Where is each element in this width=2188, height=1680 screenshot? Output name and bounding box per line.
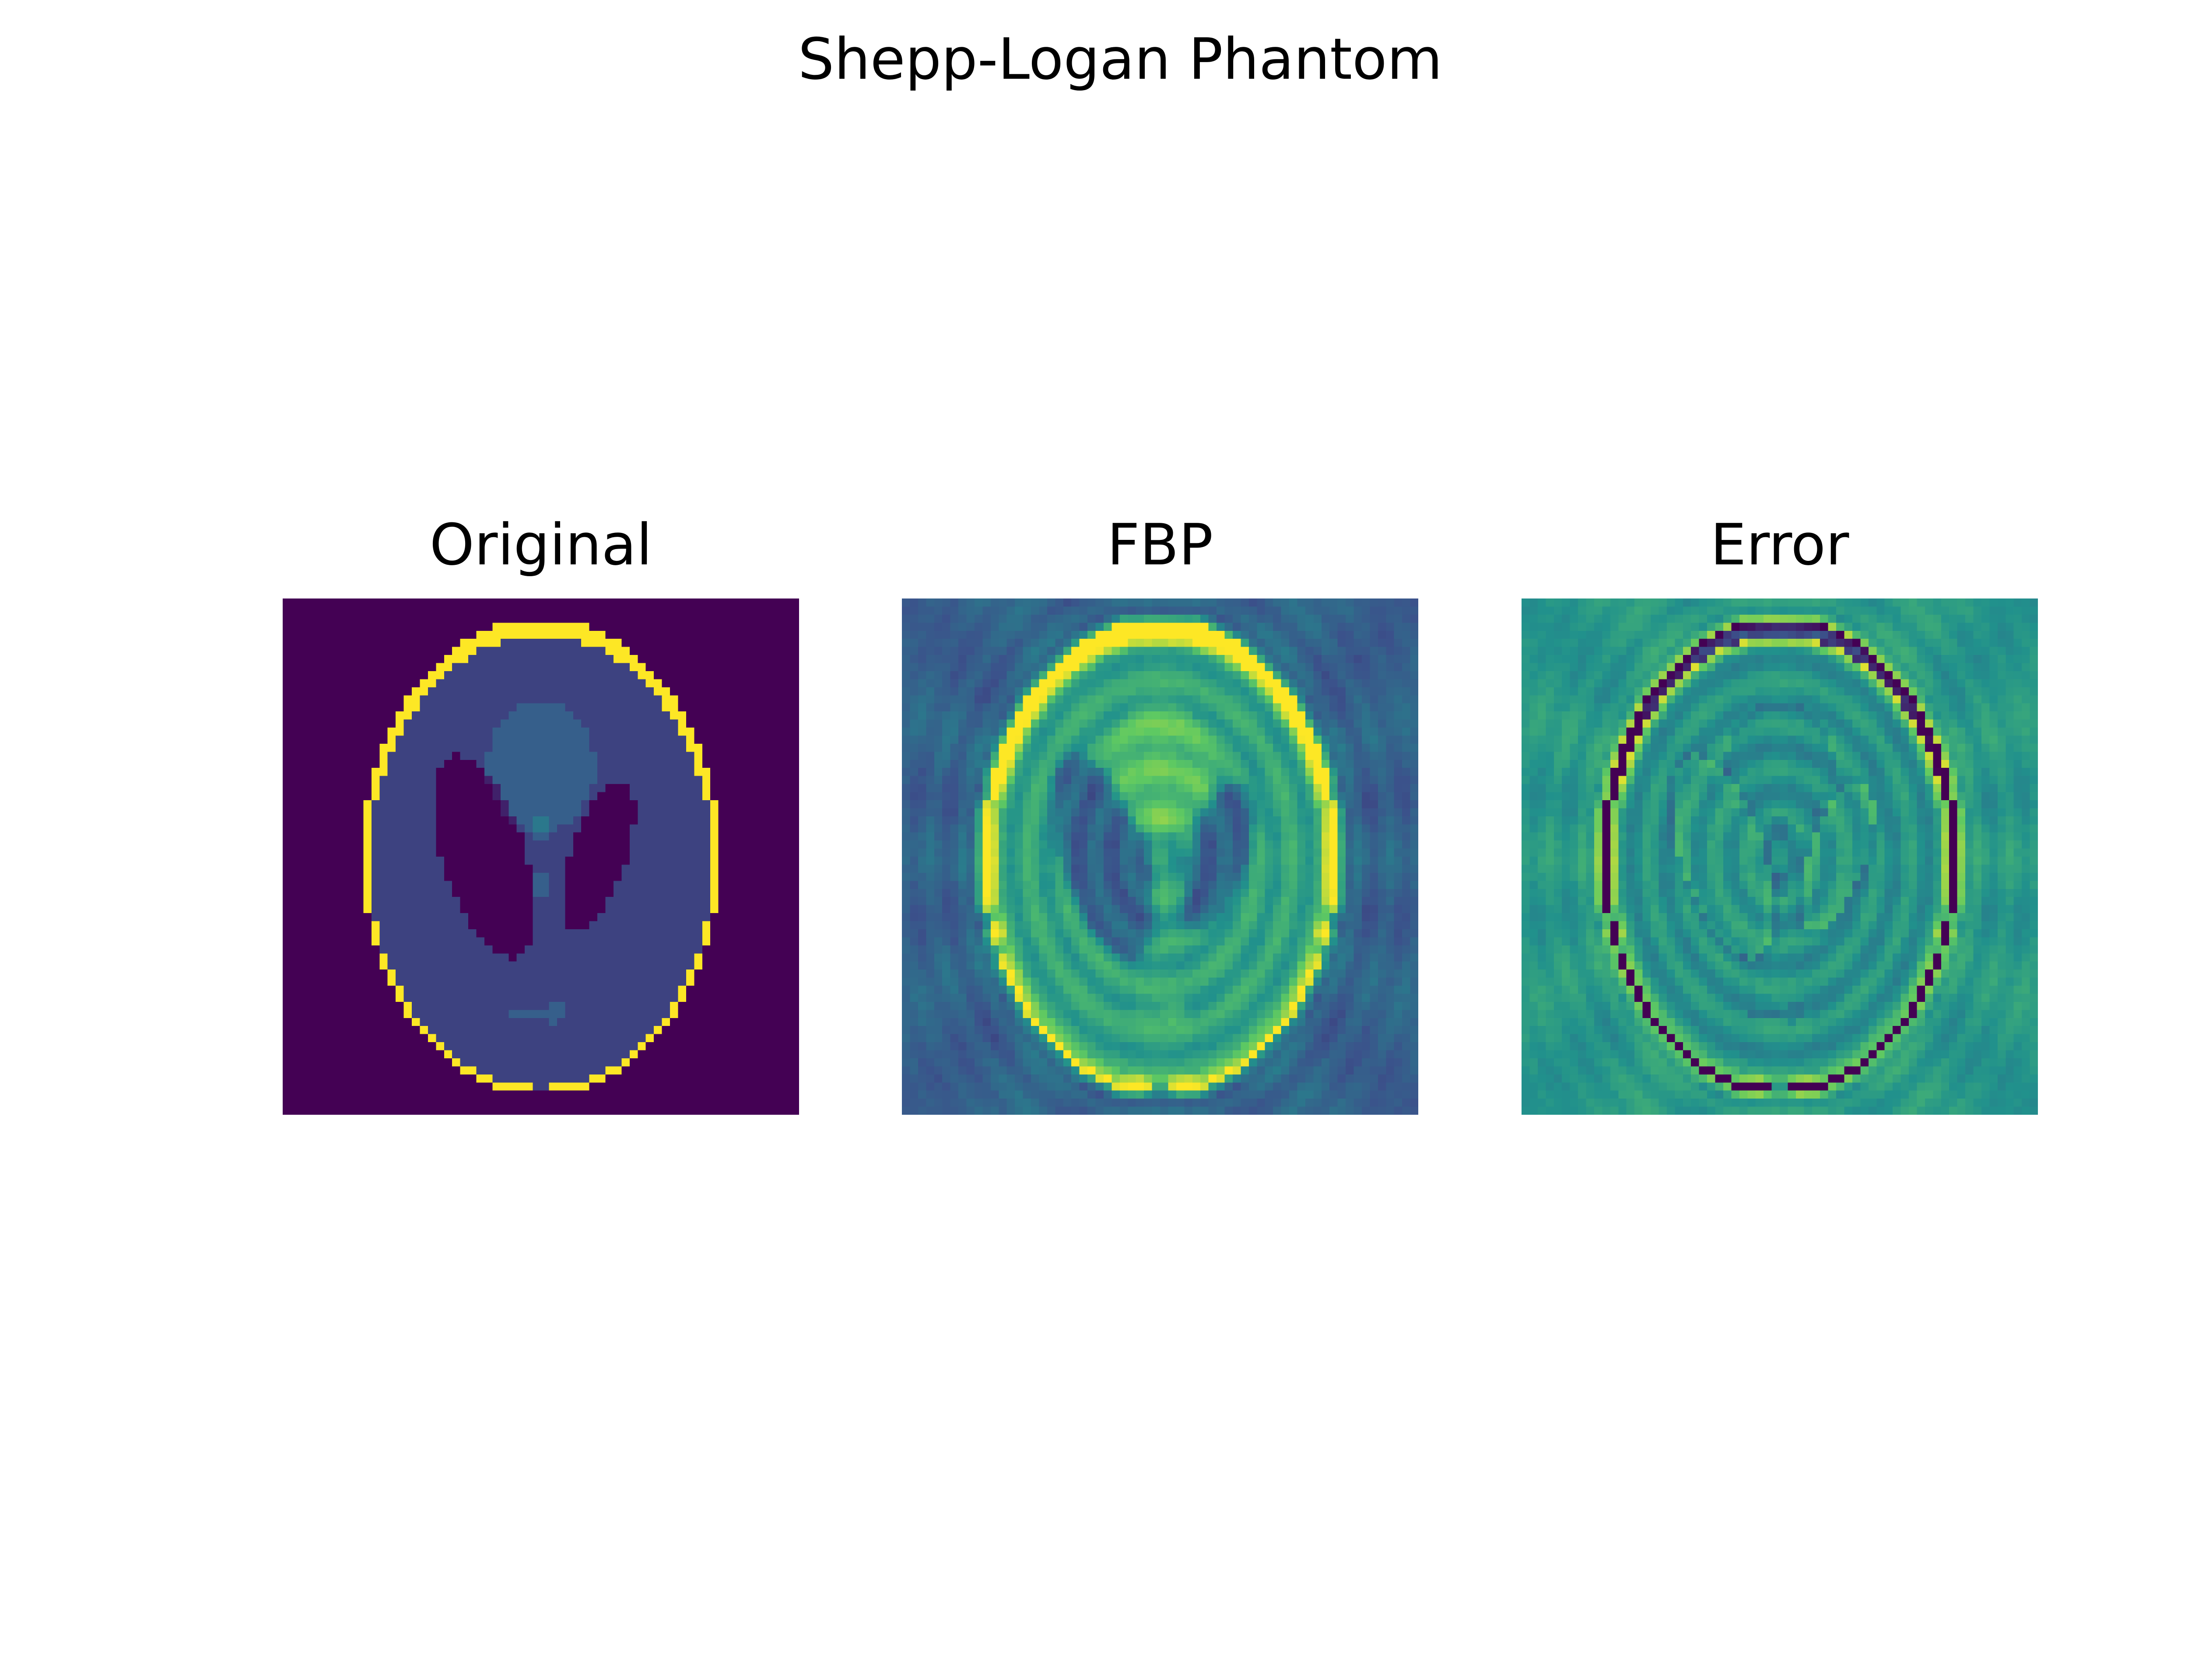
panel-title-error: Error xyxy=(1710,511,1849,578)
error-image xyxy=(1522,598,2038,1115)
fbp-image xyxy=(902,598,1418,1115)
panel-title-original: Original xyxy=(429,511,652,578)
original-image xyxy=(283,598,799,1115)
panel-title-fbp: FBP xyxy=(1107,511,1213,578)
figure-title: Shepp-Logan Phantom xyxy=(798,26,1443,92)
